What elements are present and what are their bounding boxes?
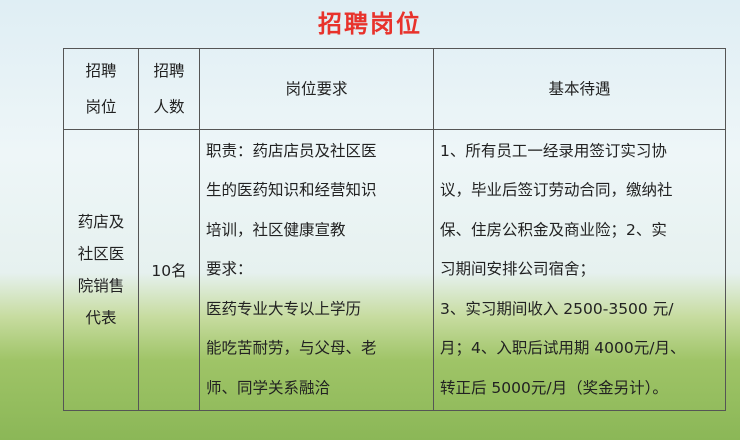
cell-text: 代表 [85,309,117,327]
cell-count: 10名 [138,129,200,411]
cell-benefits: 1、所有员工一经录用签订实习协 议，毕业后签订劳动合同，缴纳社 保、住房公积金及… [433,129,726,411]
cell-text: 1、所有员工一经录用签订实习协 [440,141,667,160]
header-count: 招聘 人数 [138,48,200,130]
cell-text: 保、住房公积金及商业险；2、实 [440,220,667,239]
cell-text: 议，毕业后签订劳动合同，缴纳社 [440,181,673,200]
cell-text: 能吃苦耐劳，与父母、老 [206,339,377,358]
cell-text: 习期间安排公司宿舍； [440,260,596,279]
header-position: 招聘 岗位 [63,48,139,130]
header-text: 岗位 [85,98,117,116]
table-header-row: 招聘岗位 招聘人数 岗位要求 基本待遇 [63,48,726,130]
header-benefits: 基本待遇 [433,48,726,130]
recruitment-table: 招聘岗位 招聘人数 岗位要求 基本待遇 药店及 社区医 院销售 代表 10名 职… [63,48,726,411]
cell-requirements: 职责：药店店员及社区医 生的医药知识和经营知识 培训，社区健康宣教 要求： 医药… [199,129,434,411]
cell-text: 生的医药知识和经营知识 [206,181,377,200]
cell-position: 药店及 社区医 院销售 代表 [63,129,139,411]
header-text: 人数 [153,98,185,116]
cell-text: 3、实习期间收入 2500-3500 元/ [440,299,674,318]
cell-text: 培训，社区健康宣教 [206,220,346,239]
header-text: 招聘 [153,62,185,80]
cell-text: 要求： [206,260,253,279]
cell-text: 职责：药店店员及社区医 [206,141,377,160]
cell-text: 月；4、入职后试用期 4000元/月、 [440,339,686,358]
table-row: 药店及 社区医 院销售 代表 10名 职责：药店店员及社区医 生的医药知识和经营… [63,129,726,411]
cell-text: 转正后 5000元/月（奖金另计）。 [440,378,668,397]
cell-text: 医药专业大专以上学历 [206,299,362,318]
cell-text: 药店及 [77,213,125,231]
header-text: 招聘 [85,62,117,80]
cell-text: 师、同学关系融洽 [206,378,331,397]
header-requirements: 岗位要求 [199,48,434,130]
cell-text: 社区医 [77,245,125,263]
page-title: 招聘岗位 [318,10,422,38]
cell-text: 院销售 [77,277,125,295]
